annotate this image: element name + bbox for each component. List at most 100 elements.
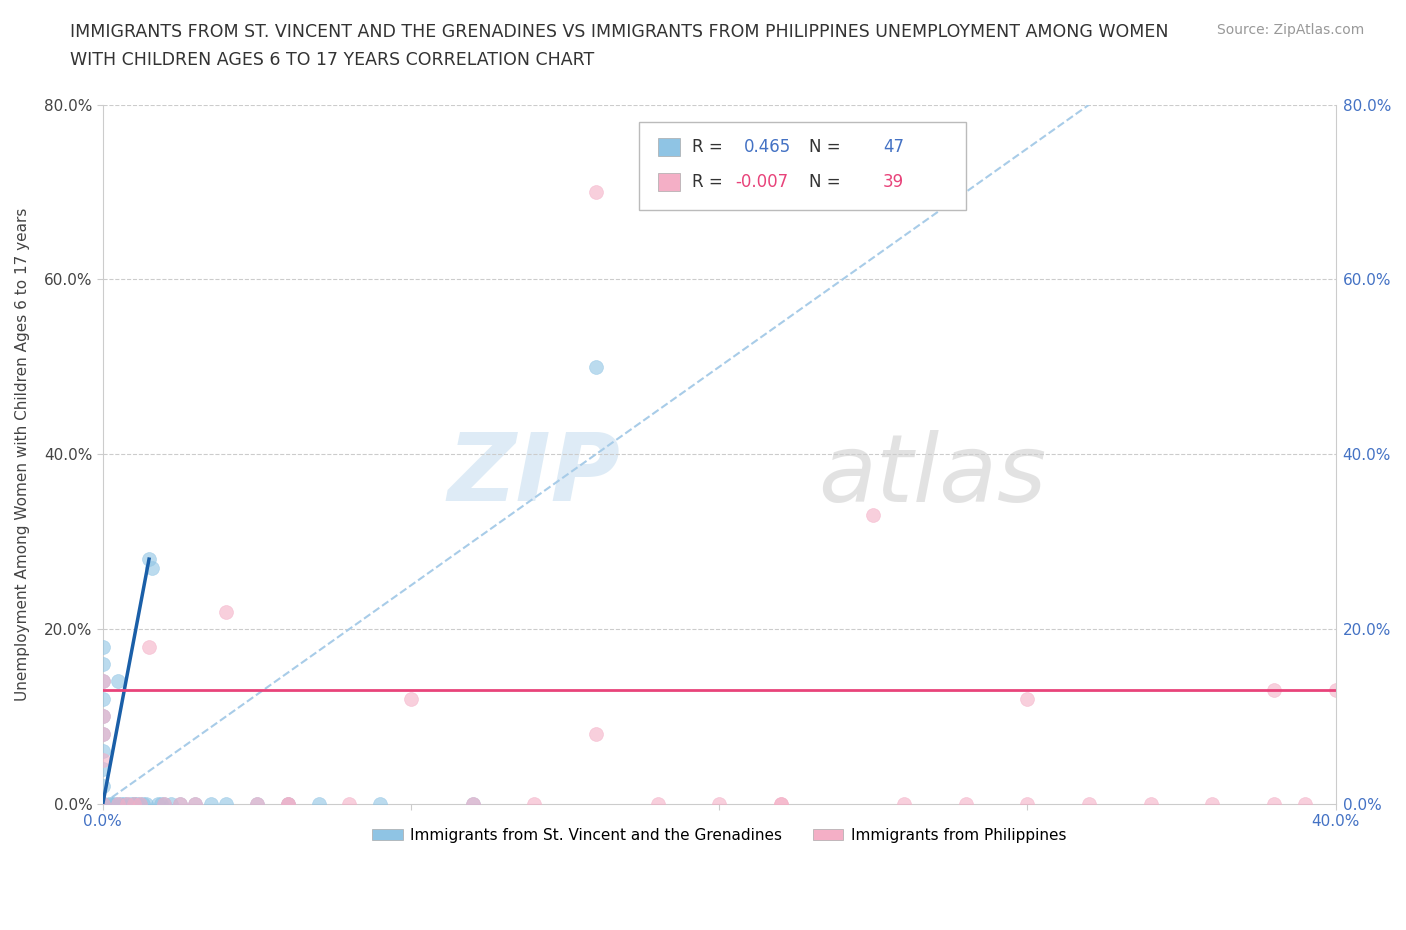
Point (153, 796, 176, 811)
Point (91, 726, 114, 741)
Point (399, 692, 422, 707)
Point (184, 796, 207, 811)
Point (150, 796, 173, 811)
Bar (658, 139, 679, 155)
Point (246, 796, 269, 811)
Point (117, 796, 139, 811)
Point (91, 796, 114, 811)
Point (1078, 796, 1101, 811)
Point (585, 359, 607, 374)
Point (110, 796, 132, 811)
Point (91, 796, 114, 811)
Point (461, 796, 484, 811)
Point (337, 796, 360, 811)
Point (128, 796, 150, 811)
Legend: Immigrants from St. Vincent and the Grenadines, Immigrants from Philippines: Immigrants from St. Vincent and the Gren… (366, 821, 1073, 849)
Text: WITH CHILDREN AGES 6 TO 17 YEARS CORRELATION CHART: WITH CHILDREN AGES 6 TO 17 YEARS CORRELA… (70, 51, 595, 69)
Point (91, 674, 114, 689)
Point (128, 796, 150, 811)
Point (769, 796, 792, 811)
Point (122, 796, 145, 811)
Point (91, 674, 114, 689)
Point (1017, 796, 1039, 811)
Point (91, 796, 114, 811)
Point (1294, 796, 1316, 811)
Point (107, 796, 129, 811)
Point (1263, 683, 1285, 698)
Point (120, 796, 142, 811)
Point (91, 692, 114, 707)
Point (91, 762, 114, 777)
Point (308, 796, 330, 811)
Bar (658, 173, 679, 191)
Text: R =: R = (692, 138, 728, 155)
Point (1139, 796, 1161, 811)
Point (153, 796, 176, 811)
Point (91, 796, 114, 811)
Point (122, 796, 145, 811)
Point (585, 185, 607, 200)
Point (122, 796, 145, 811)
Point (246, 796, 269, 811)
Text: -0.007: -0.007 (735, 173, 789, 191)
Point (184, 796, 207, 811)
Text: R =: R = (692, 173, 728, 191)
Y-axis label: Unemployment Among Women with Children Ages 6 to 17 years: Unemployment Among Women with Children A… (15, 207, 30, 701)
Point (91, 779, 114, 794)
Point (132, 796, 155, 811)
Text: ZIP: ZIP (447, 430, 620, 521)
Point (135, 796, 157, 811)
Point (647, 796, 669, 811)
Point (277, 796, 299, 811)
Text: 39: 39 (883, 173, 904, 191)
Point (117, 796, 139, 811)
Text: 47: 47 (883, 138, 904, 155)
Text: IMMIGRANTS FROM ST. VINCENT AND THE GRENADINES VS IMMIGRANTS FROM PHILIPPINES UN: IMMIGRANTS FROM ST. VINCENT AND THE GREN… (70, 23, 1168, 41)
Point (159, 796, 181, 811)
Point (138, 551, 160, 566)
Point (91, 796, 114, 811)
Text: atlas: atlas (818, 430, 1046, 521)
Point (91, 657, 114, 671)
Point (125, 796, 148, 811)
Point (215, 796, 238, 811)
Text: N =: N = (810, 138, 846, 155)
Point (141, 561, 163, 576)
Point (1017, 692, 1039, 707)
Point (585, 726, 607, 741)
Point (1263, 796, 1285, 811)
Point (709, 796, 731, 811)
Point (277, 796, 299, 811)
Point (769, 796, 792, 811)
Point (893, 796, 915, 811)
Point (91, 709, 114, 724)
Point (200, 796, 222, 811)
Point (107, 674, 129, 689)
Point (277, 796, 299, 811)
Point (1324, 683, 1347, 698)
Point (461, 796, 484, 811)
Point (862, 508, 884, 523)
Text: N =: N = (810, 173, 846, 191)
Point (1201, 796, 1223, 811)
Point (104, 796, 127, 811)
Point (112, 796, 135, 811)
Point (91, 709, 114, 724)
Point (98, 796, 121, 811)
Point (148, 796, 170, 811)
Point (523, 796, 546, 811)
Point (91, 796, 114, 811)
Point (91, 726, 114, 741)
Point (107, 796, 129, 811)
Text: 0.465: 0.465 (744, 138, 792, 155)
Point (138, 639, 160, 654)
Text: Source: ZipAtlas.com: Source: ZipAtlas.com (1216, 23, 1364, 37)
Point (169, 796, 191, 811)
Point (91, 639, 114, 654)
Point (101, 796, 124, 811)
Point (955, 796, 977, 811)
Point (91, 796, 114, 811)
FancyBboxPatch shape (640, 122, 966, 209)
Point (91, 752, 114, 767)
Point (169, 796, 191, 811)
